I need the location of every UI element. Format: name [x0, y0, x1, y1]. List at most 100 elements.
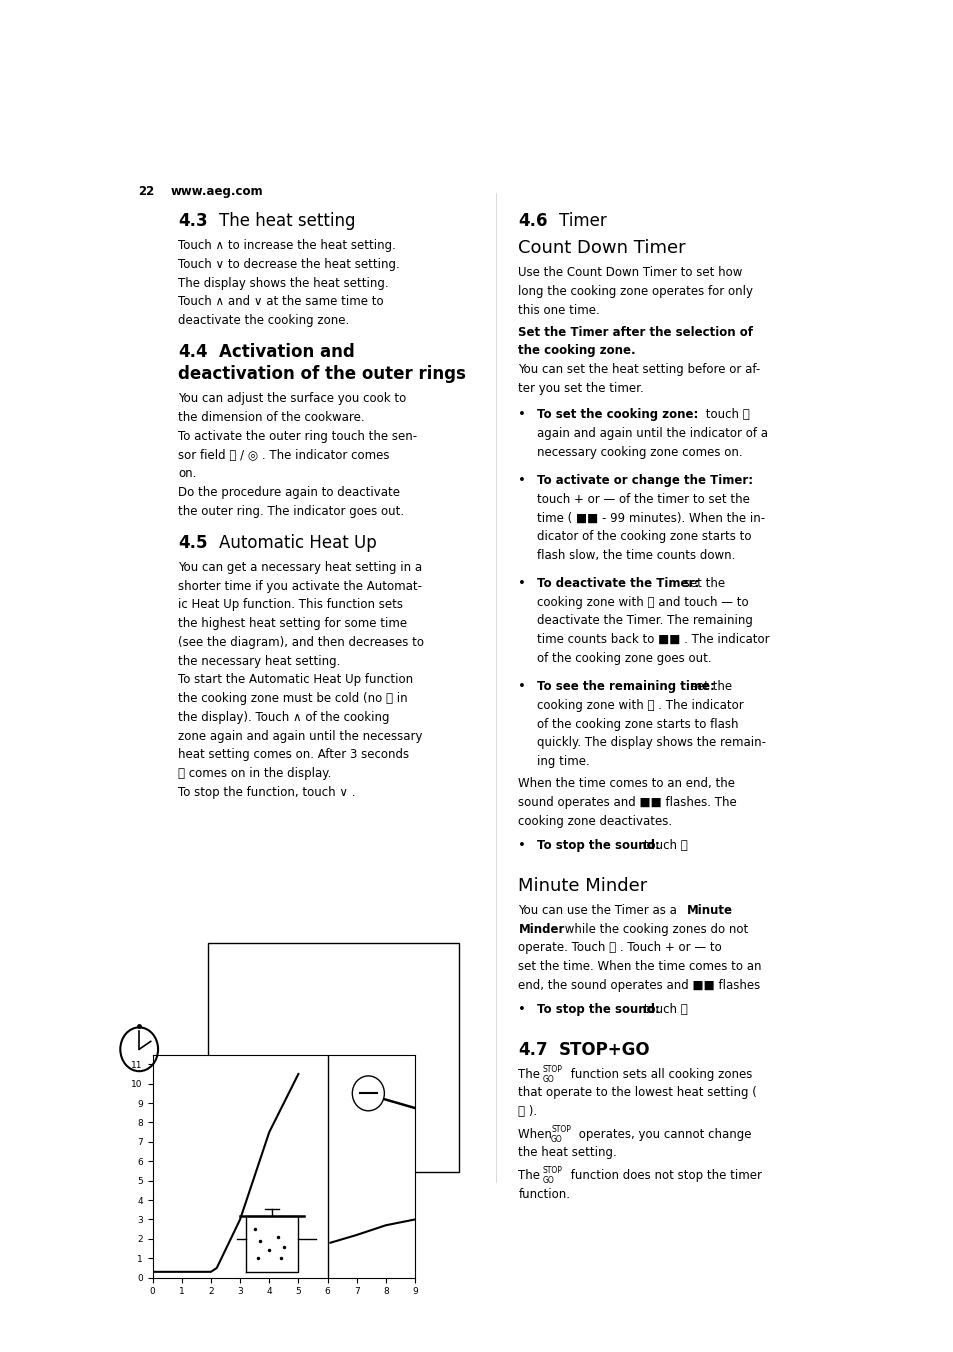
Text: You can get a necessary heat setting in a: You can get a necessary heat setting in …	[178, 561, 422, 575]
Text: You can set the heat setting before or af-: You can set the heat setting before or a…	[518, 364, 760, 376]
Text: the cooking zone.: the cooking zone.	[518, 345, 636, 357]
Text: Do the procedure again to deactivate: Do the procedure again to deactivate	[178, 485, 400, 499]
Text: Ⓨ ).: Ⓨ ).	[518, 1105, 537, 1118]
Text: Automatic Heat Up: Automatic Heat Up	[219, 534, 376, 552]
Text: set the time. When the time comes to an: set the time. When the time comes to an	[518, 960, 761, 973]
Text: 4.3: 4.3	[178, 212, 208, 230]
Text: ter you set the timer.: ter you set the timer.	[518, 381, 643, 395]
Text: Ⓐ comes on in the display.: Ⓐ comes on in the display.	[178, 767, 332, 780]
Text: The display shows the heat setting.: The display shows the heat setting.	[178, 277, 389, 289]
Text: zone again and again until the necessary: zone again and again until the necessary	[178, 730, 422, 742]
Text: STOP+GO: STOP+GO	[558, 1041, 650, 1059]
Text: Minute: Minute	[686, 904, 732, 917]
Text: shorter time if you activate the Automat-: shorter time if you activate the Automat…	[178, 580, 422, 592]
Text: To stop the sound:: To stop the sound:	[537, 840, 659, 852]
Text: cooking zone deactivates.: cooking zone deactivates.	[518, 815, 672, 827]
Text: STOP: STOP	[551, 1125, 570, 1133]
Text: 4.5: 4.5	[178, 534, 208, 552]
Text: operates, you cannot change: operates, you cannot change	[574, 1128, 750, 1141]
Text: To start the Automatic Heat Up function: To start the Automatic Heat Up function	[178, 673, 413, 687]
Text: Use the Count Down Timer to set how: Use the Count Down Timer to set how	[518, 266, 742, 280]
Text: flash slow, the time counts down.: flash slow, the time counts down.	[537, 549, 735, 562]
Text: function sets all cooking zones: function sets all cooking zones	[566, 1068, 751, 1080]
Text: sor field ⓞ / ◎ . The indicator comes: sor field ⓞ / ◎ . The indicator comes	[178, 449, 390, 461]
Text: When the time comes to an end, the: When the time comes to an end, the	[518, 777, 735, 791]
Text: •: •	[518, 577, 526, 589]
Text: sound operates and ■■ flashes. The: sound operates and ■■ flashes. The	[518, 796, 737, 810]
Text: set the: set the	[679, 577, 724, 589]
FancyBboxPatch shape	[208, 944, 459, 1172]
Text: the outer ring. The indicator goes out.: the outer ring. The indicator goes out.	[178, 504, 404, 518]
Text: the highest heat setting for some time: the highest heat setting for some time	[178, 617, 407, 630]
Text: long the cooking zone operates for only: long the cooking zone operates for only	[518, 285, 753, 297]
Text: of the cooking zone goes out.: of the cooking zone goes out.	[537, 652, 711, 665]
Text: You can use the Timer as a: You can use the Timer as a	[518, 904, 680, 917]
Text: To activate the outer ring touch the sen-: To activate the outer ring touch the sen…	[178, 430, 417, 443]
Text: time counts back to ■■ . The indicator: time counts back to ■■ . The indicator	[537, 633, 769, 646]
Text: To stop the function, touch ∨ .: To stop the function, touch ∨ .	[178, 786, 355, 799]
Text: •: •	[518, 408, 526, 422]
Text: GO: GO	[542, 1075, 554, 1084]
Text: the dimension of the cookware.: the dimension of the cookware.	[178, 411, 365, 425]
Text: cooking zone with ⓞ . The indicator: cooking zone with ⓞ . The indicator	[537, 699, 743, 711]
Text: To deactivate the Timer:: To deactivate the Timer:	[537, 577, 699, 589]
Text: 4.7: 4.7	[518, 1041, 548, 1059]
Text: the heat setting.: the heat setting.	[518, 1146, 617, 1160]
Text: •: •	[518, 1003, 526, 1017]
Text: dicator of the cooking zone starts to: dicator of the cooking zone starts to	[537, 530, 751, 544]
Text: touch ⓞ: touch ⓞ	[639, 840, 687, 852]
Text: STOP: STOP	[542, 1064, 562, 1073]
Text: To see the remaining time:: To see the remaining time:	[537, 680, 714, 694]
Text: the cooking zone must be cold (no ⓗ in: the cooking zone must be cold (no ⓗ in	[178, 692, 408, 706]
Text: The heat setting: The heat setting	[219, 212, 355, 230]
Text: ic Heat Up function. This function sets: ic Heat Up function. This function sets	[178, 599, 403, 611]
Text: deactivate the cooking zone.: deactivate the cooking zone.	[178, 314, 350, 327]
Text: touch + or — of the timer to set the: touch + or — of the timer to set the	[537, 492, 749, 506]
Text: deactivate the Timer. The remaining: deactivate the Timer. The remaining	[537, 614, 752, 627]
Text: GO: GO	[551, 1134, 562, 1144]
Text: the display). Touch ∧ of the cooking: the display). Touch ∧ of the cooking	[178, 711, 390, 723]
Text: •: •	[518, 840, 526, 852]
Text: while the cooking zones do not: while the cooking zones do not	[560, 922, 747, 936]
Text: of the cooking zone starts to flash: of the cooking zone starts to flash	[537, 718, 738, 730]
Text: the necessary heat setting.: the necessary heat setting.	[178, 654, 340, 668]
Text: this one time.: this one time.	[518, 304, 599, 316]
Text: •: •	[518, 475, 526, 487]
Text: GO: GO	[542, 1176, 554, 1186]
Text: 4.4: 4.4	[178, 343, 208, 361]
Text: end, the sound operates and ■■ flashes: end, the sound operates and ■■ flashes	[518, 979, 760, 992]
Text: Minder: Minder	[518, 922, 564, 936]
Text: Activation and: Activation and	[219, 343, 355, 361]
Text: function.: function.	[518, 1187, 570, 1201]
Text: again and again until the indicator of a: again and again until the indicator of a	[537, 427, 767, 441]
Text: Set the Timer after the selection of: Set the Timer after the selection of	[518, 326, 753, 339]
Text: •: •	[518, 680, 526, 694]
Text: The: The	[518, 1068, 543, 1080]
Text: Minute Minder: Minute Minder	[518, 877, 647, 895]
Text: necessary cooking zone comes on.: necessary cooking zone comes on.	[537, 446, 741, 458]
Text: To stop the sound:: To stop the sound:	[537, 1003, 659, 1017]
Text: The: The	[518, 1169, 543, 1182]
Text: cooking zone with ⓞ and touch — to: cooking zone with ⓞ and touch — to	[537, 596, 748, 608]
Text: Touch ∧ to increase the heat setting.: Touch ∧ to increase the heat setting.	[178, 239, 395, 253]
Text: time ( ■■ - 99 minutes). When the in-: time ( ■■ - 99 minutes). When the in-	[537, 511, 764, 525]
Text: You can adjust the surface you cook to: You can adjust the surface you cook to	[178, 392, 406, 406]
Text: Touch ∨ to decrease the heat setting.: Touch ∨ to decrease the heat setting.	[178, 258, 399, 270]
Text: STOP: STOP	[542, 1165, 562, 1175]
Text: touch ⓞ: touch ⓞ	[701, 408, 749, 422]
Ellipse shape	[352, 1076, 384, 1111]
Text: on.: on.	[178, 468, 196, 480]
Text: heat setting comes on. After 3 seconds: heat setting comes on. After 3 seconds	[178, 749, 409, 761]
Text: set the: set the	[686, 680, 732, 694]
Text: deactivation of the outer rings: deactivation of the outer rings	[178, 365, 466, 383]
Text: www.aeg.com: www.aeg.com	[171, 185, 263, 199]
Text: 4.6: 4.6	[518, 212, 547, 230]
Text: quickly. The display shows the remain-: quickly. The display shows the remain-	[537, 737, 765, 749]
Text: touch ⓞ: touch ⓞ	[639, 1003, 687, 1017]
Text: (see the diagram), and then decreases to: (see the diagram), and then decreases to	[178, 635, 424, 649]
Text: Touch ∧ and ∨ at the same time to: Touch ∧ and ∨ at the same time to	[178, 296, 384, 308]
Text: Timer: Timer	[558, 212, 606, 230]
Text: that operate to the lowest heat setting (: that operate to the lowest heat setting …	[518, 1087, 757, 1099]
Text: function does not stop the timer: function does not stop the timer	[566, 1169, 760, 1182]
Text: 22: 22	[137, 185, 153, 199]
